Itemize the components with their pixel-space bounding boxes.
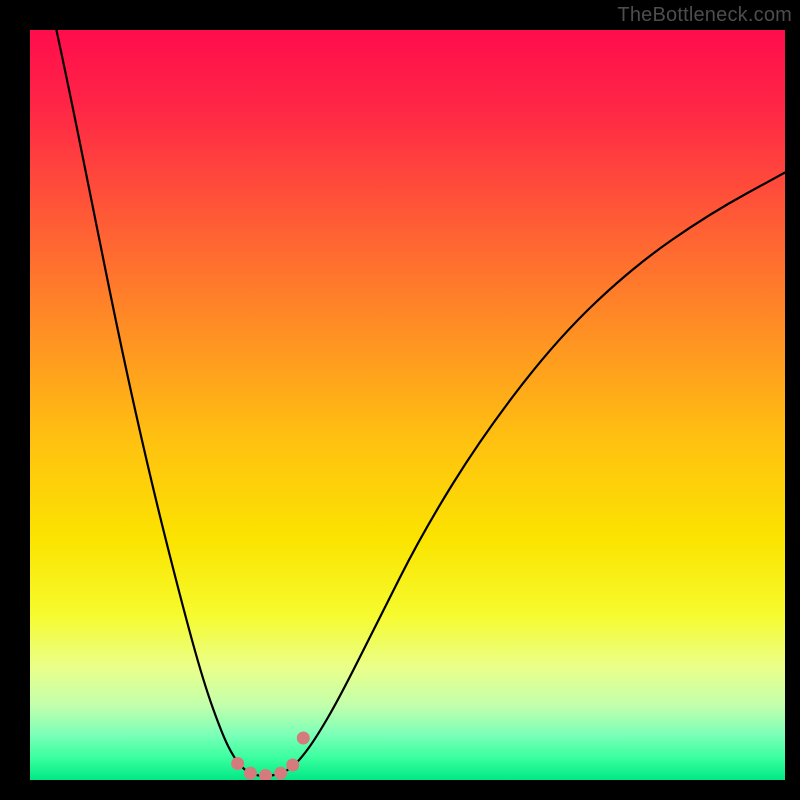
curve-overlay <box>30 30 785 780</box>
watermark-text: TheBottleneck.com <box>617 4 792 27</box>
bottleneck-curve <box>56 30 785 776</box>
bottleneck-marker <box>287 759 299 771</box>
chart-frame: TheBottleneck.com <box>0 0 800 800</box>
bottleneck-marker <box>297 732 309 744</box>
bottleneck-marker <box>244 767 256 779</box>
bottleneck-marker <box>275 767 287 779</box>
plot-area <box>30 30 785 780</box>
bottleneck-marker <box>260 770 272 781</box>
bottleneck-marker <box>232 758 244 770</box>
